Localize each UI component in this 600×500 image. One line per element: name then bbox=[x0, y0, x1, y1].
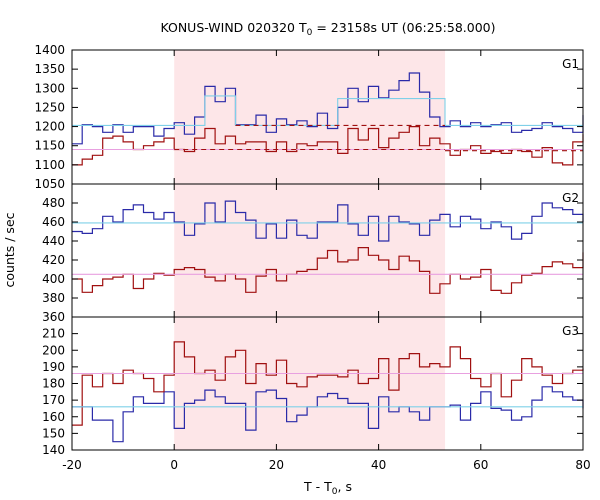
y-tick-label-g2: 380 bbox=[42, 291, 65, 305]
y-tick-label-g2: 360 bbox=[42, 310, 65, 324]
y-tick-label-g3: 160 bbox=[42, 410, 65, 424]
y-tick-label-g1: 1400 bbox=[34, 43, 65, 57]
y-tick-label-g1: 1350 bbox=[34, 62, 65, 76]
panel-label-g2: G2 bbox=[562, 191, 579, 205]
x-tick-label: 20 bbox=[269, 458, 284, 472]
series-g1-data-red-1 bbox=[72, 126, 584, 166]
series-g1-data-blue-0 bbox=[72, 72, 584, 145]
series-g2-data-red-1 bbox=[72, 247, 584, 294]
x-axis-label: T - T0, s bbox=[303, 479, 352, 497]
y-tick-label-g3: 200 bbox=[42, 343, 65, 357]
chart-title: KONUS-WIND 020320 T0 = 23158s UT (06:25:… bbox=[160, 20, 495, 38]
y-tick-label-g2: 440 bbox=[42, 234, 65, 248]
y-tick-label-g3: 180 bbox=[42, 377, 65, 391]
x-tick-label: 40 bbox=[371, 458, 386, 472]
highlight-interval bbox=[174, 50, 446, 450]
y-tick-label-g3: 150 bbox=[42, 426, 65, 440]
x-tick-label: -20 bbox=[62, 458, 82, 472]
y-tick-label-g2: 400 bbox=[42, 272, 65, 286]
y-tick-label-g3: 140 bbox=[42, 443, 65, 457]
y-tick-label-g2: 420 bbox=[42, 253, 65, 267]
panel-label-g1: G1 bbox=[562, 57, 579, 71]
y-tick-label-g2: 480 bbox=[42, 196, 65, 210]
y-tick-label-g3: 170 bbox=[42, 393, 65, 407]
y-axis-label: counts / sec bbox=[2, 212, 17, 287]
x-tick-label: 80 bbox=[575, 458, 590, 472]
y-tick-label-g1: 1200 bbox=[34, 120, 65, 134]
y-tick-label-g1: 1250 bbox=[34, 100, 65, 114]
y-tick-label-g1: 1300 bbox=[34, 81, 65, 95]
y-tick-label-g1: 1100 bbox=[34, 158, 65, 172]
y-tick-label-g1: 1150 bbox=[34, 139, 65, 153]
x-tick-label: 60 bbox=[473, 458, 488, 472]
series-g1-model-cyan-2 bbox=[72, 95, 583, 126]
y-tick-label-g3: 190 bbox=[42, 360, 65, 374]
y-tick-label-g2: 460 bbox=[42, 215, 65, 229]
panel-label-g3: G3 bbox=[562, 324, 579, 338]
series-g3-data-red-1 bbox=[72, 341, 584, 426]
y-tick-label-g1: 1050 bbox=[34, 177, 65, 191]
x-tick-label: 0 bbox=[170, 458, 178, 472]
y-tick-label-g3: 210 bbox=[42, 327, 65, 341]
series-g3-data-blue-0 bbox=[72, 386, 584, 443]
series-g2-data-blue-0 bbox=[72, 200, 584, 242]
